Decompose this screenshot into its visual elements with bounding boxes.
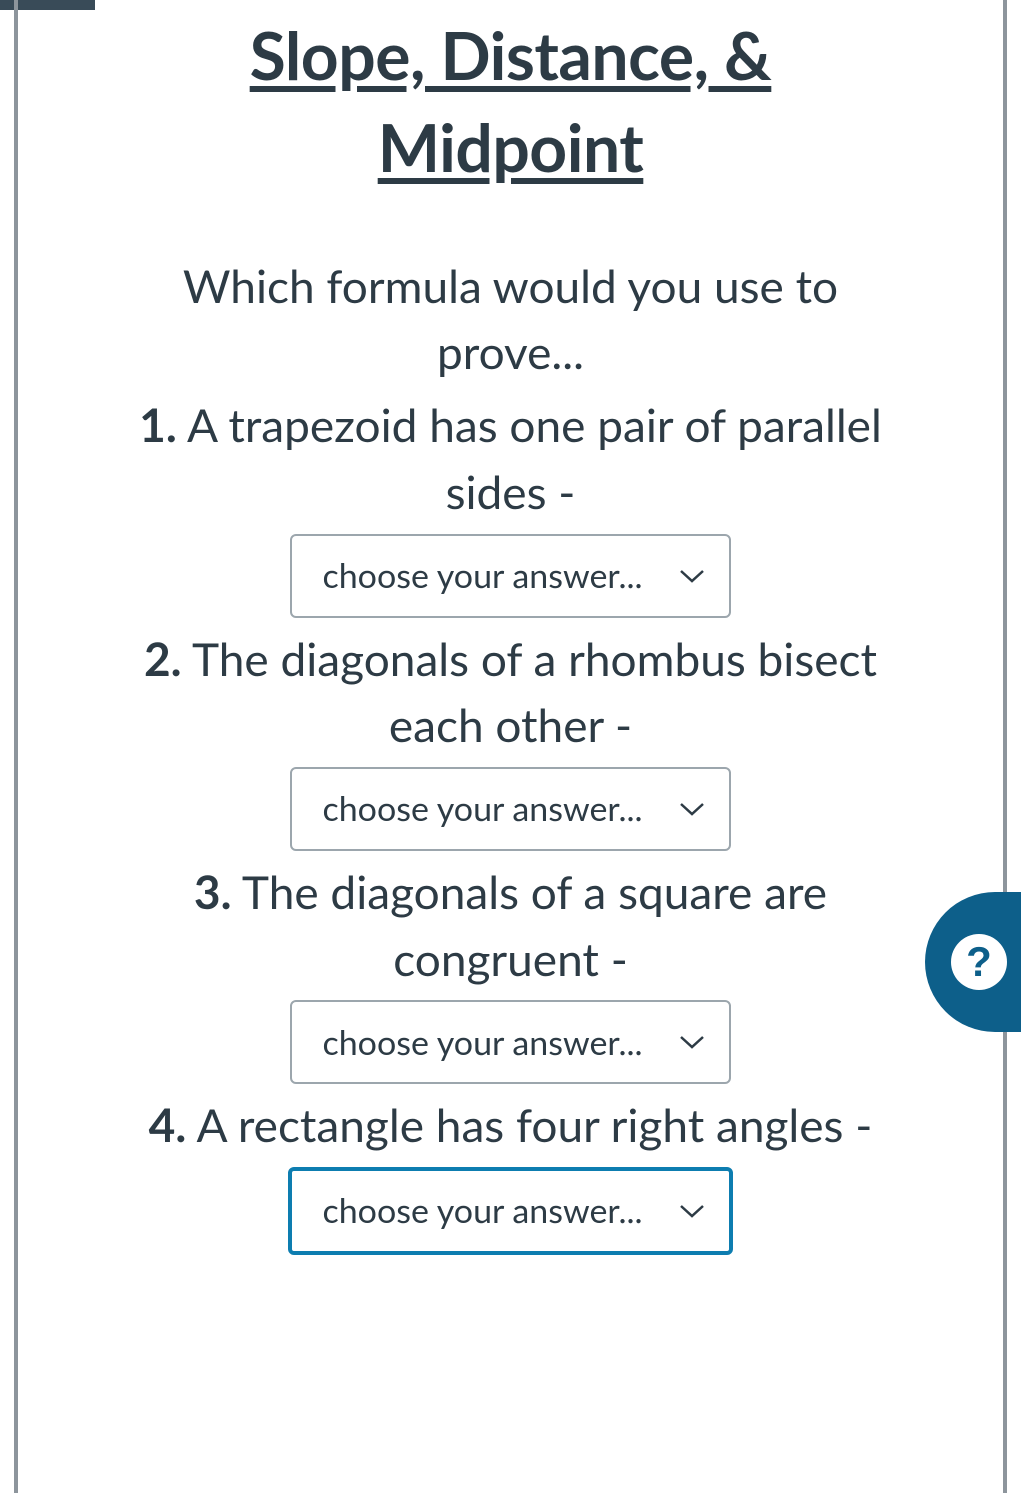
question-4: 4. A rectangle has four right angles - c… xyxy=(110,1092,911,1263)
quiz-intro: Which formula would you use to prove... xyxy=(110,253,911,386)
chevron-down-icon xyxy=(679,801,705,817)
answer-select-3[interactable]: choose your answer... xyxy=(290,1000,730,1084)
answer-select-placeholder: choose your answer... xyxy=(322,1186,642,1235)
content-frame-right xyxy=(1003,0,1007,1493)
quiz-content: Slope, Distance, & Midpoint Which formul… xyxy=(110,10,911,1263)
question-number: 2. xyxy=(144,631,182,686)
question-text: The diagonals of a rhombus bisect each o… xyxy=(182,631,877,753)
chevron-down-icon xyxy=(679,568,705,584)
question-text: The diagonals of a square are congruent … xyxy=(232,864,828,986)
page-title: Slope, Distance, & Midpoint xyxy=(110,10,911,195)
chevron-down-icon xyxy=(679,1203,705,1219)
answer-select-2[interactable]: choose your answer... xyxy=(290,767,730,851)
question-number: 4. xyxy=(149,1097,187,1152)
help-icon: ? xyxy=(951,934,1007,990)
answer-select-4[interactable]: choose your answer... xyxy=(288,1167,732,1255)
question-1: 1. A trapezoid has one pair of parallel … xyxy=(110,392,911,625)
answer-select-1[interactable]: choose your answer... xyxy=(290,534,730,618)
question-3: 3. The diagonals of a square are congrue… xyxy=(110,859,911,1092)
answer-select-placeholder: choose your answer... xyxy=(322,1018,642,1067)
chevron-down-icon xyxy=(679,1034,705,1050)
content-frame-left xyxy=(14,0,18,1493)
help-button[interactable]: ? xyxy=(925,892,1021,1032)
question-text: A trapezoid has one pair of parallel sid… xyxy=(177,397,882,519)
question-2: 2. The diagonals of a rhombus bisect eac… xyxy=(110,626,911,859)
question-number: 1. xyxy=(139,397,177,452)
question-text: A rectangle has four right angles - xyxy=(186,1097,872,1152)
question-number: 3. xyxy=(194,864,232,919)
answer-select-placeholder: choose your answer... xyxy=(322,551,642,600)
answer-select-placeholder: choose your answer... xyxy=(322,784,642,833)
